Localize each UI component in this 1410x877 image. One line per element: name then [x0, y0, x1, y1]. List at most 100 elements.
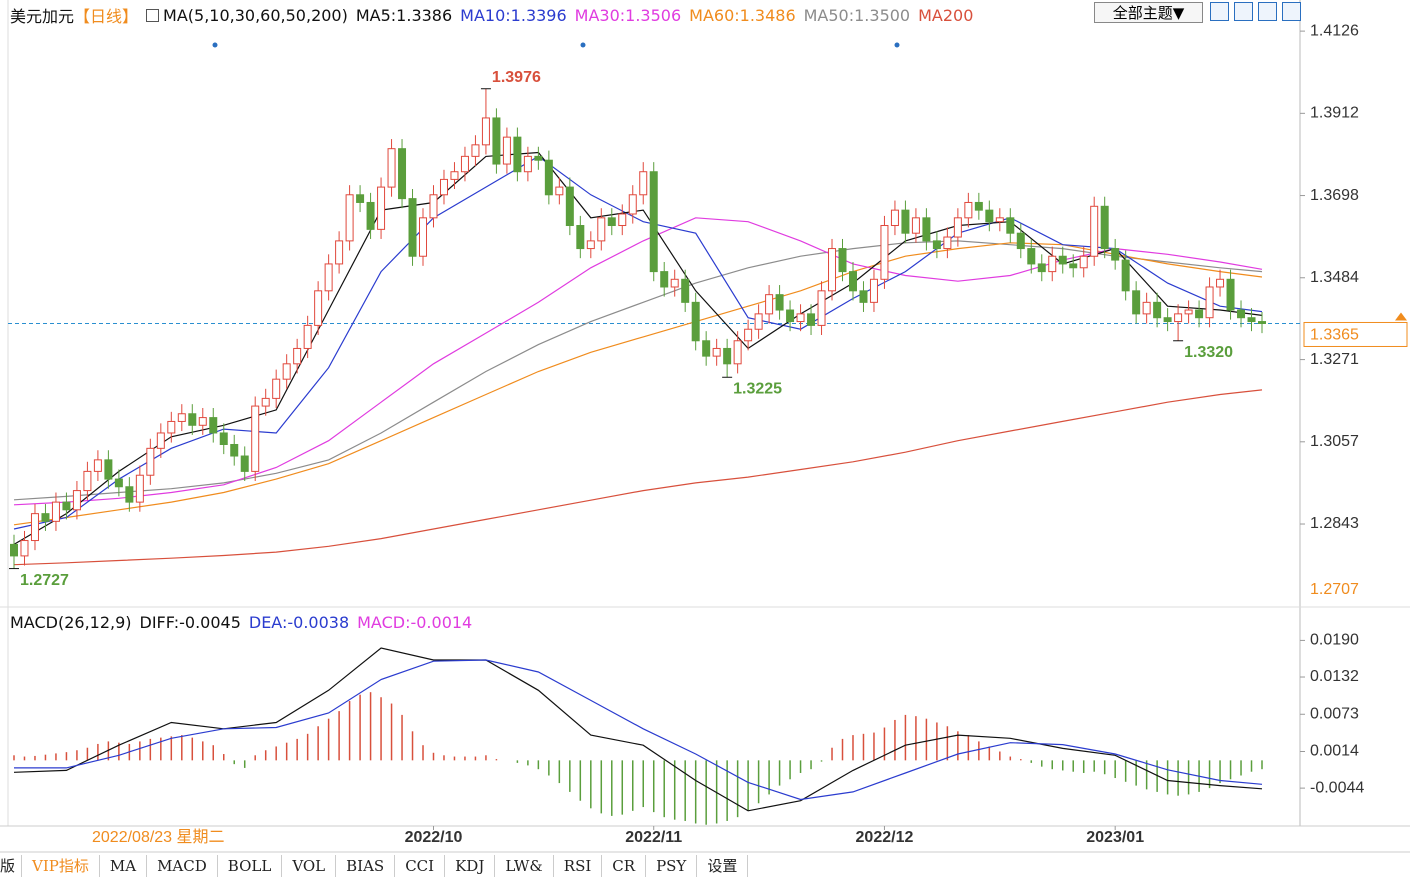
candle-body [513, 136, 522, 173]
candle-body [1174, 313, 1183, 323]
theme-button[interactable]: 全部主题▼ [1094, 2, 1203, 23]
candle-body [177, 413, 186, 422]
legend-entry: MA50:1.3500 [803, 5, 911, 25]
candle-body [1058, 255, 1067, 265]
ma-icon[interactable] [146, 8, 160, 22]
indicator-tab[interactable]: BOLL [218, 855, 283, 877]
candle-body [20, 540, 29, 557]
candle-body [670, 278, 679, 288]
candle-body [72, 490, 81, 511]
y-tick-label: 1.3912 [1310, 105, 1359, 122]
candle-body [890, 209, 899, 227]
candle-body [1237, 309, 1246, 319]
candle-body [1016, 232, 1025, 250]
candle-body [261, 397, 270, 407]
candle-body [1111, 248, 1120, 261]
tool-icon[interactable] [1210, 2, 1229, 21]
candle-body [356, 194, 365, 203]
last-price-label: 1.3365 [1310, 327, 1359, 344]
candle-body [796, 313, 805, 323]
indicator-tab[interactable]: 版 [0, 855, 23, 877]
candle-body [911, 217, 920, 234]
candle-body [314, 290, 323, 326]
candle-body [649, 171, 658, 273]
candle-body [1048, 255, 1057, 273]
candle-body [209, 417, 218, 434]
candle-body [125, 486, 134, 503]
candle-body [1163, 317, 1172, 323]
candle-body [922, 217, 931, 242]
candle-body [1258, 321, 1266, 324]
candle-body [419, 217, 428, 257]
indicator-tab[interactable]: PSY [646, 855, 698, 877]
indicator-tab[interactable]: KDJ [445, 855, 496, 877]
x-tick-label: 2022/12 [856, 829, 914, 846]
candle-body [188, 413, 197, 426]
indicator-line [13, 389, 1263, 566]
crosshair-date: 2022/08/23 星期二 [92, 828, 225, 846]
indicator-tab[interactable]: VOL [282, 855, 337, 877]
tool-icon[interactable] [1258, 2, 1277, 21]
indicator-tab[interactable]: MA [100, 855, 148, 877]
event-marker [212, 42, 218, 48]
candle-body [1090, 205, 1099, 257]
indicator-tab[interactable]: RSI [554, 855, 603, 877]
legend-entry: MA200 [918, 5, 974, 25]
indicator-tab[interactable]: CCI [395, 855, 446, 877]
candle-body [754, 313, 763, 330]
y-tick-label: 1.3484 [1310, 269, 1359, 286]
candle-body [1132, 290, 1141, 315]
indicator-tab[interactable]: BIAS [336, 855, 396, 877]
candle-body [366, 201, 375, 230]
x-tick-label: 2022/10 [405, 829, 463, 846]
candle-body [597, 217, 606, 242]
y-tick-label: 0.0073 [1310, 705, 1359, 722]
candle-body [807, 313, 816, 326]
event-marker [894, 42, 900, 48]
indicator-tab[interactable]: LW& [495, 855, 554, 877]
candle-body [974, 201, 983, 211]
macd-header: MACD(26,12,9) DIFF:-0.0045 DEA:-0.0038 MAC… [10, 613, 472, 632]
candle-body [335, 240, 344, 265]
y-tick-label: 0.0132 [1310, 668, 1359, 685]
indicator-tab[interactable]: 设置 [697, 855, 749, 877]
ma-label: MA(5,10,30,60,50,200) [163, 5, 348, 25]
candle-body [639, 171, 648, 196]
header: 美元加元 【日线】 MA(5,10,30,60,50,200) MA5:1.33… [10, 3, 973, 27]
candle-body [932, 240, 941, 250]
legend-entry: MA5:1.3386 [355, 5, 453, 25]
indicator-tab[interactable]: VIP指标 [22, 855, 100, 877]
period[interactable]: 【日线】 [74, 7, 139, 26]
candle-body [744, 328, 753, 342]
tool-icon[interactable] [1234, 2, 1253, 21]
symbol: 美元加元 [10, 7, 75, 26]
candle-body [859, 290, 868, 303]
tool-icon[interactable] [1282, 2, 1301, 21]
candle-body [995, 217, 1004, 223]
candle-body [230, 443, 239, 457]
candle-body [733, 340, 742, 365]
candle-body [838, 248, 847, 273]
candle-body [219, 432, 228, 445]
candle-body [943, 236, 952, 250]
candle-body [848, 271, 857, 292]
macd-title: MACD(26,12,9) [10, 613, 132, 632]
indicator-line [13, 240, 1263, 501]
indicator-tab[interactable]: MACD [147, 855, 218, 877]
candle-body [534, 155, 543, 161]
candle-body [93, 459, 102, 472]
indicator-line [13, 242, 1263, 526]
candle-body [1205, 286, 1214, 319]
candle-body [576, 225, 585, 250]
indicator-line [13, 155, 1263, 530]
legend-entry: MA30:1.3506 [574, 5, 682, 25]
candle-body [429, 194, 438, 219]
candle-body [775, 294, 784, 311]
indicator-line [13, 647, 1263, 812]
candle-body [765, 294, 774, 315]
indicator-tab[interactable]: CR [602, 855, 647, 877]
candle-body [1184, 309, 1193, 315]
legend-entry: MA60:1.3486 [689, 5, 796, 25]
candle-body [1121, 259, 1130, 292]
legend-entry: MA10:1.3396 [460, 5, 567, 25]
